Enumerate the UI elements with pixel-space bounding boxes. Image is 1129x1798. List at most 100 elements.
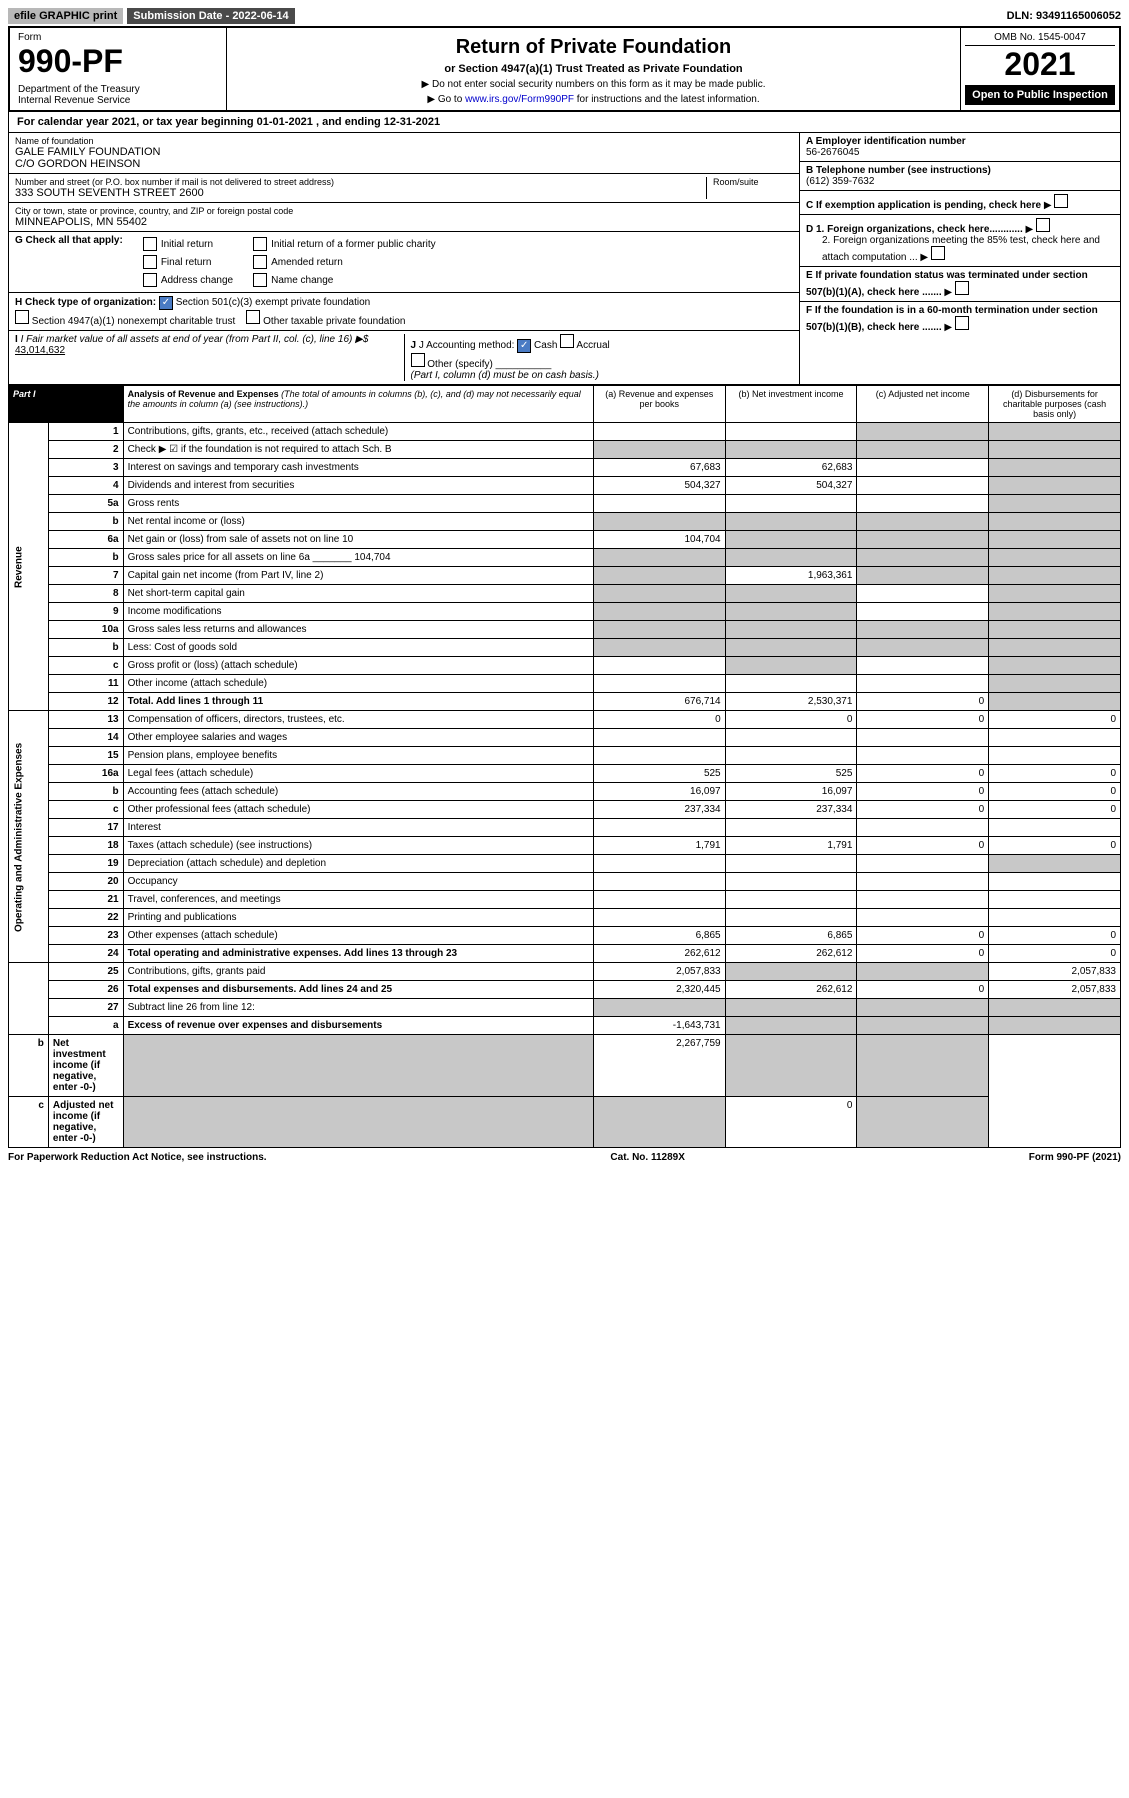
checkbox-f[interactable] [955,316,969,330]
amount-cell [989,495,1121,513]
row-description: Dividends and interest from securities [123,477,593,495]
row-description: Capital gain net income (from Part IV, l… [123,567,593,585]
amount-cell [725,1017,857,1035]
amount-cell [593,495,725,513]
amount-cell: 0 [989,783,1121,801]
amount-cell [989,855,1121,873]
row-description: Interest on savings and temporary cash i… [123,459,593,477]
row-description: Pension plans, employee benefits [123,747,593,765]
amount-cell [857,585,989,603]
amount-cell [725,819,857,837]
info-left: Name of foundation GALE FAMILY FOUNDATIO… [9,133,800,384]
col-d-header: (d) Disbursements for charitable purpose… [989,386,1121,423]
checkbox-final[interactable] [143,255,157,269]
amount-cell [857,909,989,927]
checkbox-name-change[interactable] [253,273,267,287]
page-footer: For Paperwork Reduction Act Notice, see … [8,1148,1121,1167]
table-row: 18Taxes (attach schedule) (see instructi… [9,837,1121,855]
amount-cell: 1,963,361 [725,567,857,585]
amount-cell [725,1035,857,1097]
amount-cell [593,639,725,657]
checkbox-4947[interactable] [15,310,29,324]
checkbox-501c3[interactable]: ✓ [159,296,173,310]
table-row: 25Contributions, gifts, grants paid2,057… [9,963,1121,981]
table-row: cOther professional fees (attach schedul… [9,801,1121,819]
amount-cell: 0 [857,981,989,999]
amount-cell [989,909,1121,927]
row-description: Depreciation (attach schedule) and deple… [123,855,593,873]
amount-cell: 2,530,371 [725,693,857,711]
amount-cell [857,549,989,567]
amount-cell: 0 [989,837,1121,855]
table-row: bLess: Cost of goods sold [9,639,1121,657]
amount-cell [593,729,725,747]
footer-center: Cat. No. 11289X [610,1152,684,1163]
amount-cell [857,1097,989,1148]
note-link: ▶ Go to www.irs.gov/Form990PF for instru… [231,94,956,105]
irs-link[interactable]: www.irs.gov/Form990PF [465,94,574,105]
row-number: 1 [48,423,123,441]
checkbox-address[interactable] [143,273,157,287]
amount-cell [593,549,725,567]
checkbox-initial[interactable] [143,237,157,251]
row-description: Legal fees (attach schedule) [123,765,593,783]
amount-cell [725,963,857,981]
table-row: 5aGross rents [9,495,1121,513]
amount-cell: 0 [989,765,1121,783]
row-description: Accounting fees (attach schedule) [123,783,593,801]
amount-cell [593,855,725,873]
checkbox-d1[interactable] [1036,218,1050,232]
checkbox-other-taxable[interactable] [246,310,260,324]
amount-cell [725,585,857,603]
row-number: 9 [48,603,123,621]
amount-cell: 237,334 [593,801,725,819]
amount-cell [857,819,989,837]
row-number: 6a [48,531,123,549]
row-description: Net rental income or (loss) [123,513,593,531]
table-row: 27Subtract line 26 from line 12: [9,999,1121,1017]
amount-cell: 0 [857,693,989,711]
amount-cell: 0 [725,711,857,729]
amount-cell: 0 [725,1097,857,1148]
amount-cell [593,873,725,891]
amount-cell [989,819,1121,837]
amount-cell [857,495,989,513]
footer-left: For Paperwork Reduction Act Notice, see … [8,1152,267,1163]
amount-cell [857,567,989,585]
row-description: Adjusted net income (if negative, enter … [48,1097,123,1148]
amount-cell [593,657,725,675]
row-number: 14 [48,729,123,747]
dln-number: DLN: 93491165006052 [1007,10,1121,22]
amount-cell [857,639,989,657]
table-row: cAdjusted net income (if negative, enter… [9,1097,1121,1148]
amount-cell: 0 [989,945,1121,963]
amount-cell [989,531,1121,549]
amount-cell: 0 [593,711,725,729]
amount-cell: 0 [857,927,989,945]
amount-cell [593,441,725,459]
table-row: aExcess of revenue over expenses and dis… [9,1017,1121,1035]
checkbox-other-method[interactable] [411,353,425,367]
amount-cell: 2,057,833 [593,963,725,981]
checkbox-amended[interactable] [253,255,267,269]
amount-cell [593,423,725,441]
row-number: 13 [48,711,123,729]
foundation-name-cell: Name of foundation GALE FAMILY FOUNDATIO… [9,133,799,174]
checkbox-e[interactable] [955,281,969,295]
row-number: b [48,783,123,801]
table-row: 7Capital gain net income (from Part IV, … [9,567,1121,585]
amount-cell [857,621,989,639]
checkbox-c[interactable] [1054,194,1068,208]
row-description: Compensation of officers, directors, tru… [123,711,593,729]
amount-cell: 525 [725,765,857,783]
checkbox-cash[interactable]: ✓ [517,339,531,353]
checkbox-accrual[interactable] [560,334,574,348]
amount-cell [989,567,1121,585]
checkbox-initial-former[interactable] [253,237,267,251]
row-number: 23 [48,927,123,945]
calendar-year-row: For calendar year 2021, or tax year begi… [8,112,1121,133]
row-number: b [48,513,123,531]
phone-cell: B Telephone number (see instructions) (6… [800,162,1120,191]
form-subtitle: or Section 4947(a)(1) Trust Treated as P… [231,63,956,75]
checkbox-d2[interactable] [931,246,945,260]
